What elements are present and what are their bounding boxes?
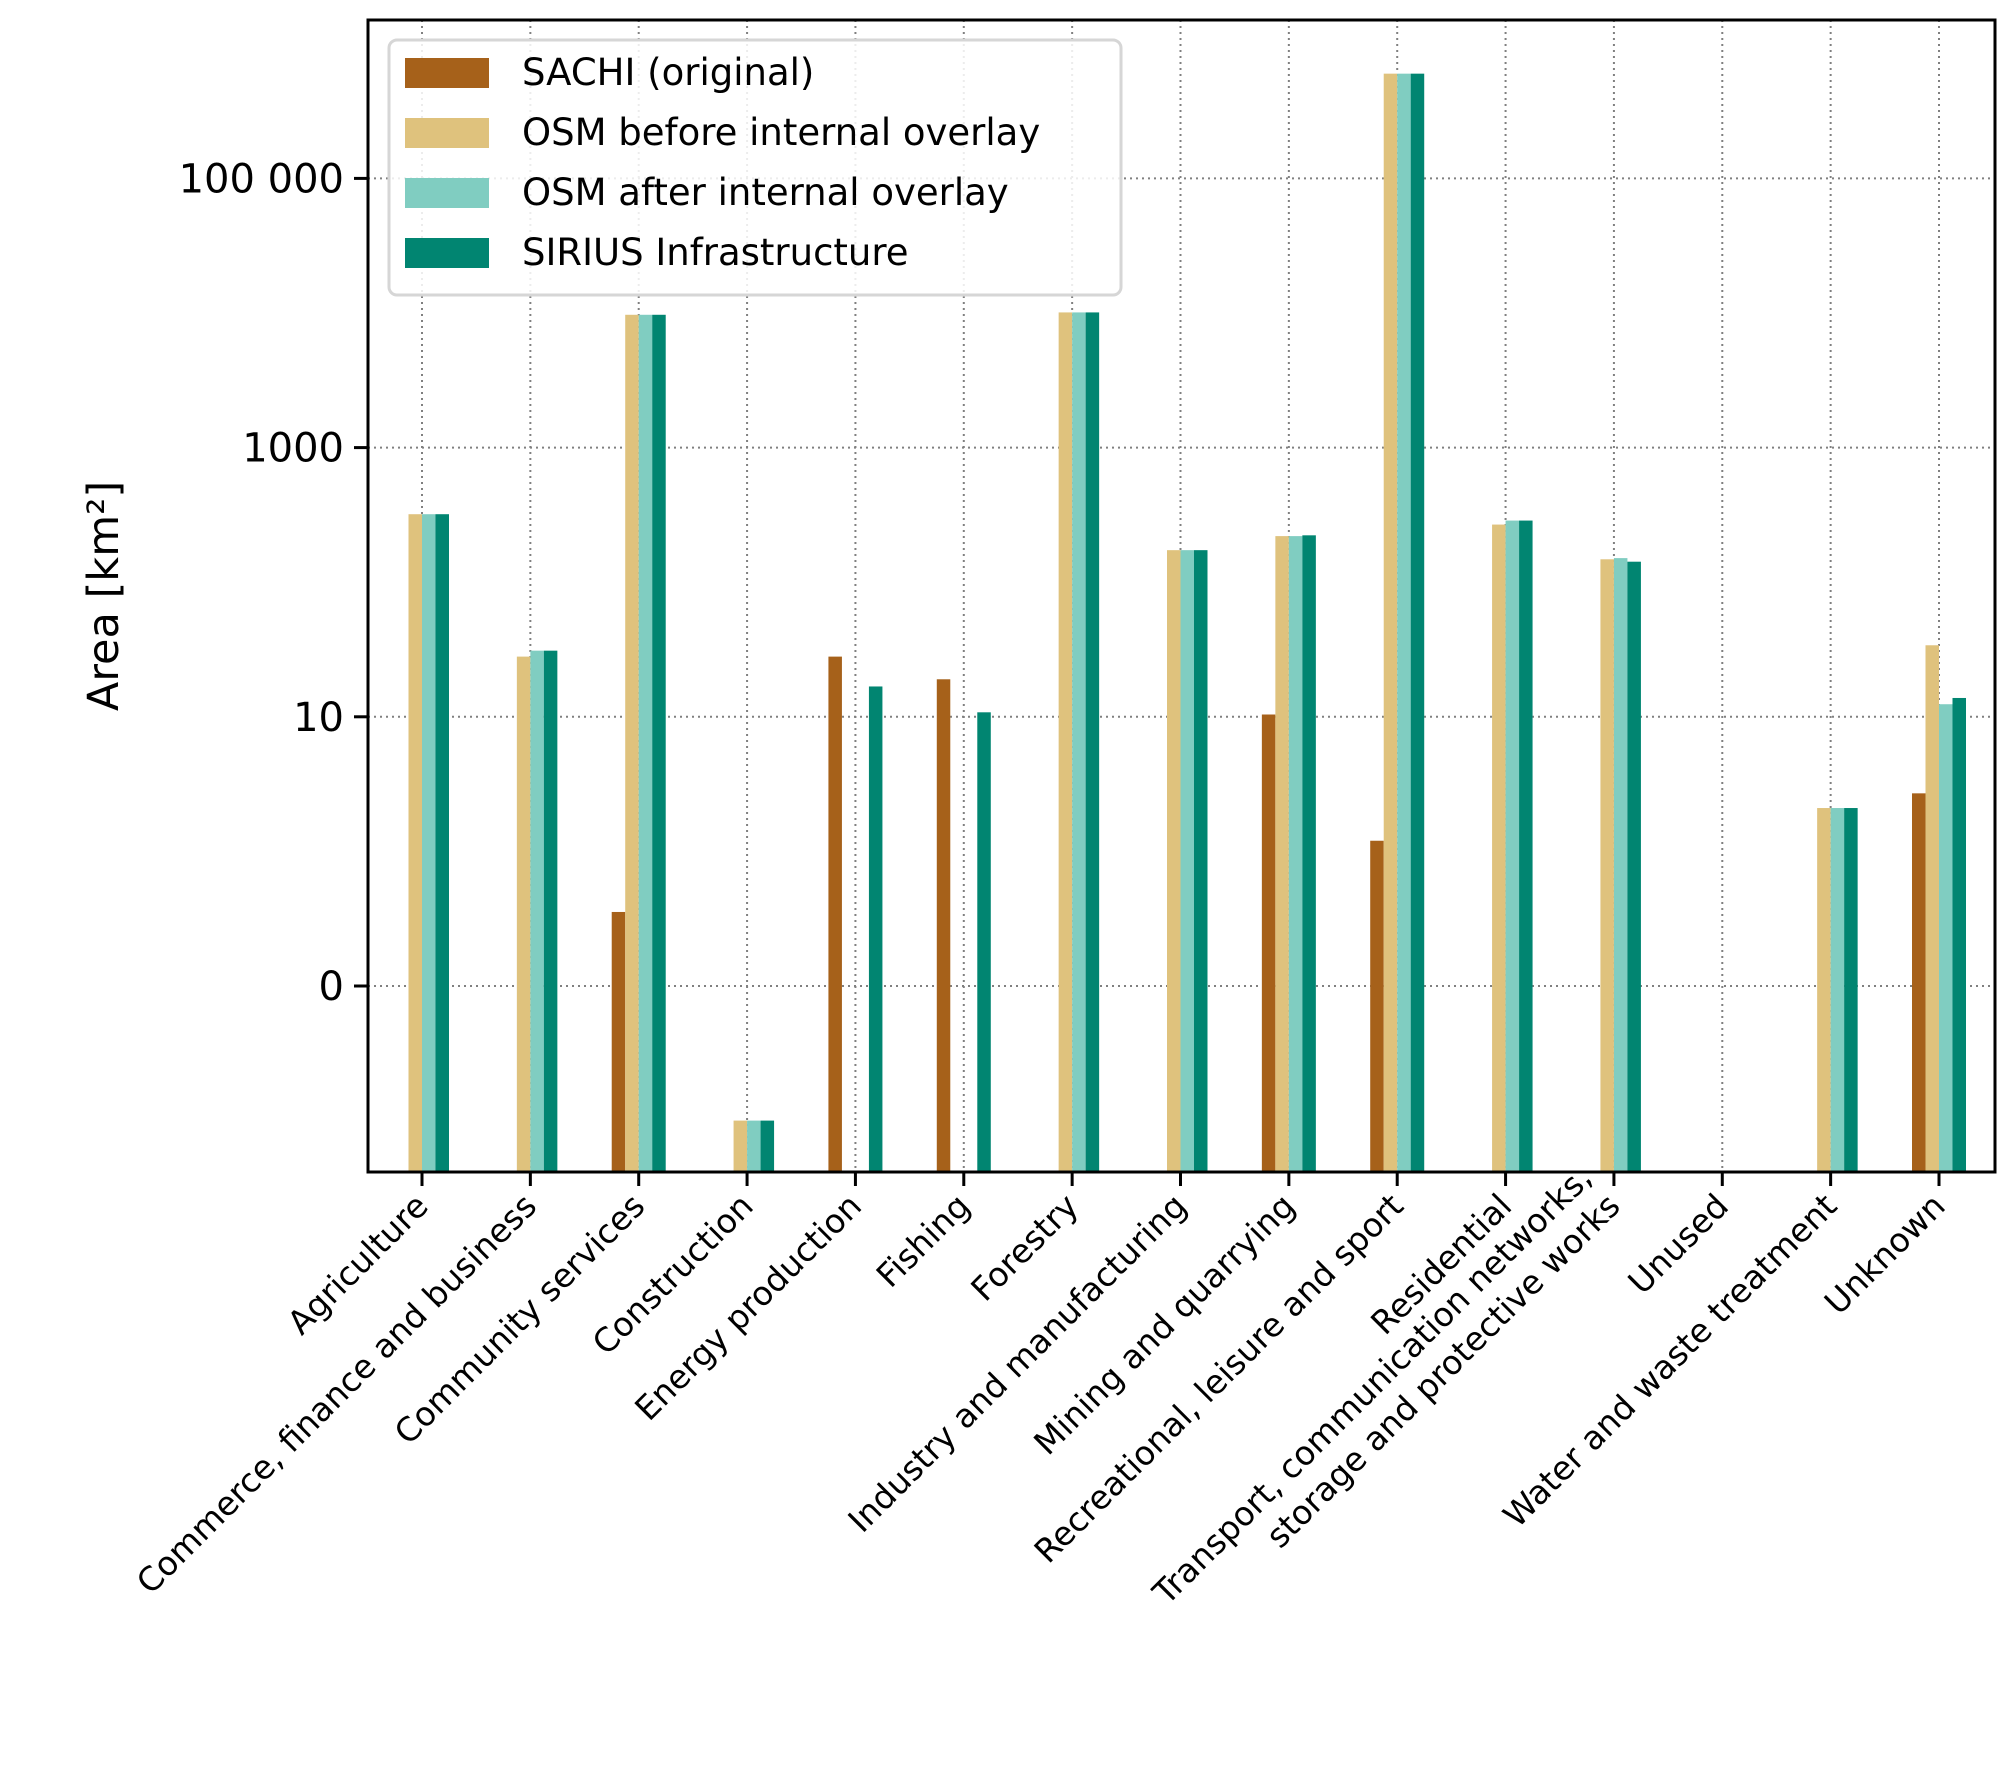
bar-sirius-infrastructure (1410, 73, 1425, 1172)
y-tick-label: 10 (293, 695, 344, 741)
legend-swatch (405, 178, 489, 208)
bar-osm-after-internal-overlay (1397, 73, 1411, 1172)
bar-sirius-infrastructure (977, 712, 991, 1172)
bar-sirius-infrastructure (1844, 808, 1858, 1172)
bars (408, 73, 1966, 1172)
bar-osm-before-internal-overlay (625, 314, 639, 1172)
bar-osm-after-internal-overlay (1180, 550, 1194, 1172)
bar-sirius-infrastructure (760, 1120, 775, 1172)
bar-osm-before-internal-overlay (516, 656, 531, 1172)
x-tick-label-line: Commerce, finance and business (129, 1186, 544, 1601)
bar-sirius-infrastructure (1085, 312, 1100, 1172)
bar-osm-after-internal-overlay (1288, 536, 1303, 1172)
bar-sirius-infrastructure (868, 686, 883, 1172)
x-tick-label-line: Fishing (869, 1186, 978, 1295)
bar-sirius-infrastructure (1627, 561, 1641, 1172)
bar-osm-before-internal-overlay (1817, 808, 1831, 1172)
bar-sachi-original (1370, 840, 1384, 1172)
bar-sirius-infrastructure (543, 650, 558, 1172)
bar-osm-before-internal-overlay (1275, 536, 1289, 1172)
x-tick-label: Commerce, finance and business (129, 1186, 544, 1601)
bar-osm-after-internal-overlay (747, 1120, 761, 1172)
x-tick-label: Unknown (1817, 1186, 1953, 1322)
legend: SACHI (original) OSM before internal over… (387, 38, 1123, 297)
bar-sachi-original (1261, 714, 1276, 1172)
bar-osm-after-internal-overlay (1505, 520, 1520, 1172)
bar-sachi-original (936, 679, 951, 1172)
bar-sirius-infrastructure (1194, 550, 1208, 1172)
bar-sirius-infrastructure (1952, 697, 1966, 1172)
bar-osm-before-internal-overlay (1167, 550, 1181, 1172)
legend-label: SACHI (original) (522, 51, 814, 94)
bar-sirius-infrastructure (1302, 535, 1316, 1172)
bar-osm-after-internal-overlay (1072, 312, 1086, 1172)
legend-swatch (405, 58, 489, 88)
legend-label: OSM after internal overlay (522, 171, 1009, 214)
bar-osm-before-internal-overlay (1600, 559, 1614, 1172)
bar-osm-before-internal-overlay (1925, 645, 1939, 1172)
bar-sachi-original (611, 911, 626, 1172)
x-tick-label-line: Unknown (1817, 1186, 1953, 1322)
bar-sirius-infrastructure (652, 314, 666, 1172)
legend-swatch (405, 118, 489, 148)
bar-sirius-infrastructure (1519, 520, 1533, 1172)
y-tick-label: 0 (319, 964, 344, 1010)
bar-osm-before-internal-overlay (408, 514, 422, 1172)
y-axis-ticks: 0 10 1000 100 000 (179, 156, 368, 1010)
bar-sachi-original (1912, 793, 1926, 1172)
x-tick-label: Fishing (869, 1186, 978, 1295)
bar-osm-after-internal-overlay (1830, 808, 1845, 1172)
bar-osm-before-internal-overlay (1383, 73, 1398, 1172)
legend-label: OSM before internal overlay (522, 111, 1040, 154)
legend-frame (387, 38, 1123, 297)
bar-sachi-original (828, 656, 842, 1172)
bar-osm-after-internal-overlay (422, 514, 436, 1172)
y-tick-label: 100 000 (179, 156, 344, 202)
legend-swatch (405, 238, 489, 268)
bar-osm-before-internal-overlay (733, 1120, 748, 1172)
bar-osm-before-internal-overlay (1492, 524, 1506, 1172)
bar-sirius-infrastructure (435, 514, 449, 1172)
bar-osm-before-internal-overlay (1058, 312, 1073, 1172)
y-axis-label: Area [km²] (79, 481, 129, 711)
bar-osm-after-internal-overlay (1613, 558, 1628, 1172)
bar-osm-after-internal-overlay (638, 314, 653, 1172)
y-tick-label: 1000 (242, 426, 344, 472)
legend-label: SIRIUS Infrastructure (522, 231, 909, 274)
bar-osm-after-internal-overlay (530, 650, 544, 1172)
bar-osm-after-internal-overlay (1939, 704, 1953, 1172)
